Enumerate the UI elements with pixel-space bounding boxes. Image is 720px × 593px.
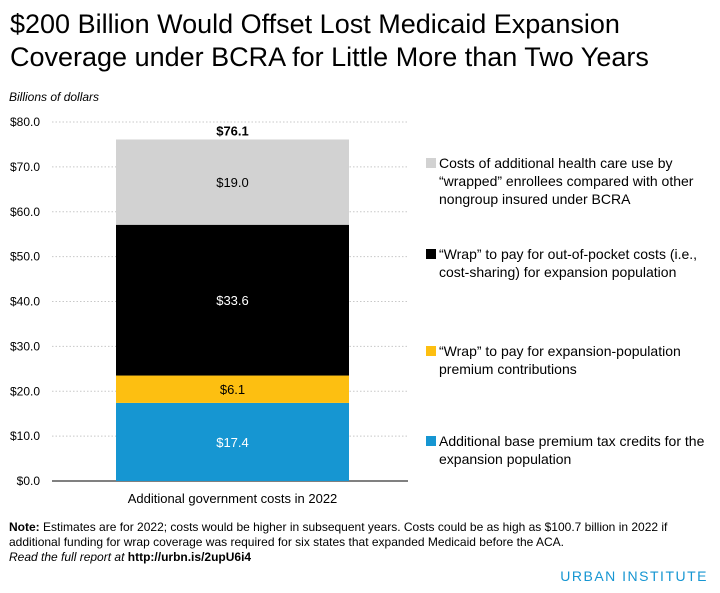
- chart-title: $200 Billion Would Offset Lost Medicaid …: [10, 9, 649, 72]
- x-category-label: Additional government costs in 2022: [128, 491, 338, 506]
- legend-swatch: [426, 158, 436, 168]
- bar-segment-label: $19.0: [216, 175, 249, 190]
- legend-swatch: [426, 346, 436, 356]
- y-tick-label: $70.0: [10, 160, 40, 174]
- bar-segment-label: $33.6: [216, 293, 249, 308]
- legend-item: Costs of additional health care use by “…: [426, 154, 716, 208]
- bar-segment-label: $6.1: [220, 382, 245, 397]
- y-tick-label: $80.0: [10, 115, 40, 129]
- report-line: Read the full report at http://urbn.is/2…: [9, 550, 251, 564]
- stacked-bar-chart: $0.0 $10.0 $20.0 $30.0 $40.0 $50.0 $60.0 $70.0 $…: [10, 115, 408, 506]
- chart-note: Note: Estimates are for 2022; costs woul…: [9, 520, 714, 550]
- legend-item: Additional base premium tax credits for …: [426, 432, 716, 468]
- legend-label: “Wrap” to pay for expansion-population p…: [439, 343, 681, 377]
- report-link[interactable]: http://urbn.is/2upU6i4: [127, 550, 252, 564]
- y-tick-label: $10.0: [10, 429, 40, 443]
- legend-item: “Wrap” to pay for out-of-pocket costs (i…: [426, 245, 716, 281]
- y-tick-label: $60.0: [10, 205, 40, 219]
- urban-institute-logo: URBAN INSTITUTE: [560, 568, 708, 584]
- y-tick-label: $50.0: [10, 250, 40, 264]
- y-tick-label: $20.0: [10, 384, 40, 398]
- report-text: Read the full report at: [9, 550, 125, 564]
- legend-label: Additional base premium tax credits for …: [439, 433, 705, 467]
- note-label: Note:: [9, 520, 40, 534]
- legend-label: “Wrap” to pay for out-of-pocket costs (i…: [439, 246, 698, 280]
- y-tick-label: $0.0: [17, 474, 41, 488]
- y-axis-units-label: Billions of dollars: [9, 90, 100, 104]
- legend-swatch: [426, 249, 436, 259]
- bar-segment-label: $17.4: [216, 435, 249, 450]
- bar-segment-4: [116, 139, 349, 225]
- y-tick-label: $40.0: [10, 295, 40, 309]
- note-text: Estimates are for 2022; costs would be h…: [9, 520, 668, 549]
- bar-total-label: $76.1: [216, 124, 249, 139]
- legend-swatch: [426, 436, 436, 446]
- bar-segment-3: [116, 224, 349, 376]
- legend-item: “Wrap” to pay for expansion-population p…: [426, 342, 716, 378]
- bar-segment-1: [116, 402, 349, 481]
- legend-label: Costs of additional health care use by “…: [439, 155, 694, 207]
- bar-segment-2: [116, 375, 349, 403]
- y-tick-label: $30.0: [10, 339, 40, 353]
